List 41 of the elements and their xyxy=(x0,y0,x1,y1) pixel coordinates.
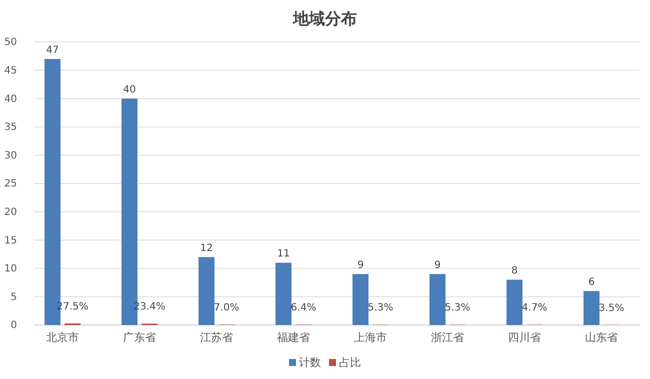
data-label: 3.5% xyxy=(598,302,624,314)
bar xyxy=(198,257,214,325)
x-tick-label: 山东省 xyxy=(585,331,618,344)
chart-title: 地域分布 xyxy=(292,9,357,28)
x-tick-label: 福建省 xyxy=(277,331,310,344)
y-tick-label: 20 xyxy=(4,207,17,218)
legend-label: 占比 xyxy=(339,356,361,369)
data-label: 5.3% xyxy=(368,302,394,314)
legend-label: 计数 xyxy=(299,356,321,369)
data-label: 9 xyxy=(434,260,441,272)
data-label: 7.0% xyxy=(214,302,240,314)
y-tick-label: 0 xyxy=(10,320,17,332)
bar xyxy=(352,274,368,325)
data-label: 6.4% xyxy=(290,302,316,314)
data-label: 5.3% xyxy=(444,302,470,314)
y-tick-label: 35 xyxy=(4,122,17,134)
y-tick-label: 45 xyxy=(4,66,17,76)
x-tick-label: 江苏省 xyxy=(200,331,233,344)
x-tick-label: 四川省 xyxy=(508,331,541,344)
bar xyxy=(506,280,522,325)
y-tick-label: 50 xyxy=(4,37,17,48)
x-tick-label: 广东省 xyxy=(123,331,156,344)
data-label: 12 xyxy=(200,243,213,254)
y-tick-label: 40 xyxy=(4,94,17,105)
data-label: 8 xyxy=(511,266,518,277)
bar xyxy=(430,274,446,325)
y-tick-label: 5 xyxy=(10,292,17,303)
data-label: 47 xyxy=(46,44,59,56)
data-label: 6 xyxy=(588,277,595,288)
data-label: 11 xyxy=(277,248,290,260)
x-tick-label: 浙江省 xyxy=(431,331,464,344)
x-tick-label: 上海市 xyxy=(354,331,387,344)
data-label: 9 xyxy=(357,260,364,272)
x-tick-label: 北京市 xyxy=(46,331,79,344)
y-tick-label: 10 xyxy=(4,264,17,275)
data-label: 40 xyxy=(123,84,136,96)
bar xyxy=(584,291,600,325)
y-tick-label: 15 xyxy=(4,235,17,246)
bar xyxy=(276,262,292,325)
y-tick-label: 25 xyxy=(4,178,17,190)
y-tick-label: 30 xyxy=(4,150,17,162)
